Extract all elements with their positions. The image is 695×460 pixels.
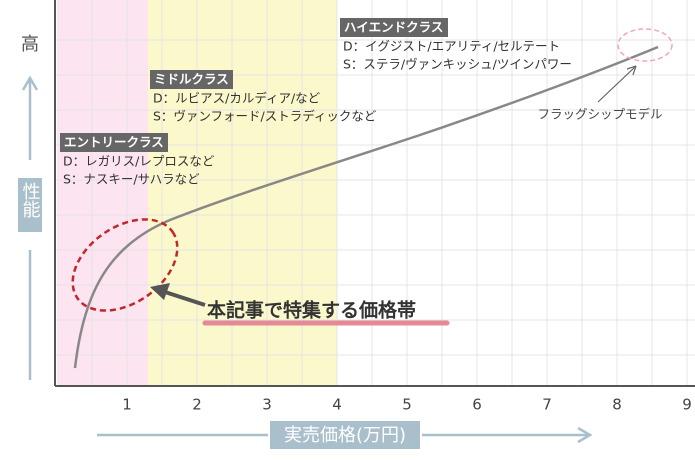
x-tick-label: 1 [122,396,132,414]
class-line: S：ステラ/ヴァンキッシュ/ツインパワー [343,57,572,72]
flagship-arrow [597,65,637,103]
x-label-box [270,421,420,449]
performance-curve [73,45,659,369]
featured-arrow-head [150,283,170,300]
x-tick-label: 2 [192,396,202,414]
featured-ellipse [71,218,179,312]
price-band [57,0,148,386]
x-tick-label: 6 [472,396,482,414]
x-tick-label: 8 [612,396,622,414]
y-arrow-head [21,75,39,91]
class-title-box [60,133,168,152]
class-line: D：イグジスト/エアリティ/セルテート [343,39,560,54]
class-title-box [150,70,233,89]
x-tick-label: 4 [332,396,342,414]
y-top-label: 高 [21,34,39,55]
flagship-label: フラッグシップモデル [537,107,662,122]
x-tick-label: 5 [402,396,412,414]
class-line: S：ナスキー/サハラなど [63,172,200,187]
featured-label: 本記事で特集する価格帯 [207,299,416,322]
x-tick-label: 9 [682,396,692,414]
class-title-box [340,18,448,37]
x-arrow-head [577,426,593,444]
class-line: D：ルビアス/カルディア/など [153,91,321,106]
y-label-box [18,178,42,232]
featured-arrow [164,290,206,307]
class-title: エントリークラス [64,135,164,150]
x-tick-label: 3 [262,396,272,414]
y-axis-label: 性能 [20,182,41,218]
x-axis-label: 実売価格(万円) [284,425,406,446]
class-line: D：レガリス/レプロスなど [63,154,215,169]
flagship-arrow-head [626,65,637,76]
x-tick-label: 7 [542,396,552,414]
class-title: ミドルクラス [154,72,229,87]
class-title: ハイエンドクラス [344,20,443,35]
class-line: S：ヴァンフォード/ストラディックなど [153,109,377,124]
flagship-ellipse [617,28,673,62]
